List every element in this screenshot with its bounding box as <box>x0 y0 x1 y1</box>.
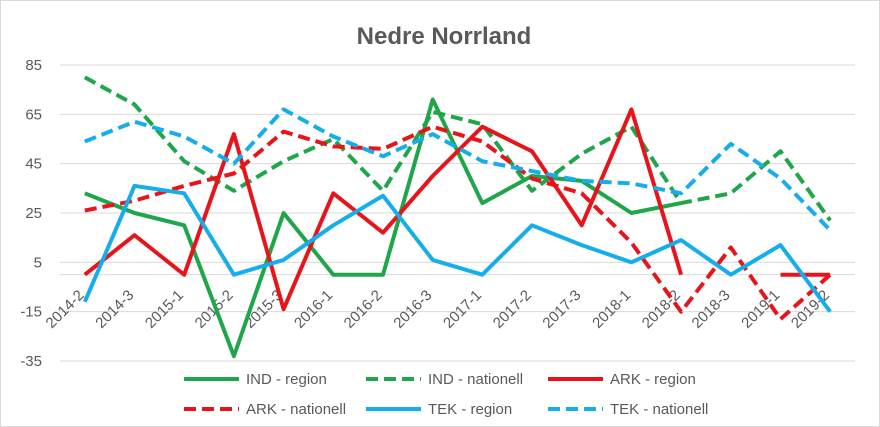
chart-title: Nedre Norrland <box>357 23 532 50</box>
x-tick-label: 2014-2 <box>43 287 88 332</box>
series-line-tek-nationell <box>84 107 832 232</box>
y-tick-label: 25 <box>25 205 42 222</box>
series-line-ark-region <box>83 107 684 312</box>
legend-label: IND - region <box>246 371 327 388</box>
y-axis-ticks: 85 65 45 25 5 -15 -35 <box>20 57 42 370</box>
legend-label: TEK - nationell <box>610 401 708 418</box>
gridlines <box>60 64 855 362</box>
legend-label: ARK - nationell <box>246 401 346 418</box>
series-lines <box>82 75 832 359</box>
legend-label: TEK - region <box>428 401 512 418</box>
series-line-tek-region <box>82 183 832 313</box>
y-tick-label: 65 <box>25 106 42 123</box>
x-tick-label: 2017-2 <box>490 287 535 332</box>
y-tick-label: 5 <box>34 254 42 271</box>
x-axis-ticks: 2014-2 2014-3 2015-1 2015-2 2015-3 2016-1 2016… <box>43 287 833 332</box>
y-tick-label: 45 <box>25 156 42 173</box>
x-tick-label: 2016-3 <box>390 287 435 332</box>
x-tick-label: 2018-1 <box>589 287 634 332</box>
x-tick-label: 2016-2 <box>341 287 386 332</box>
y-tick-label: 85 <box>25 57 42 74</box>
series-line-ind-nationell <box>83 75 832 222</box>
x-tick-label: 2018-3 <box>689 287 734 332</box>
y-tick-label: -15 <box>20 304 42 321</box>
series-line-ark-nationell <box>84 124 832 322</box>
x-tick-label: 2016-1 <box>291 287 336 332</box>
legend-label: IND - nationell <box>428 371 523 388</box>
x-tick-label: 2015-1 <box>142 287 187 332</box>
x-tick-label: 2017-1 <box>440 287 485 332</box>
legend: IND - region IND - nationell ARK - region A… <box>184 371 708 418</box>
x-tick-label: 2017-3 <box>539 287 584 332</box>
y-tick-label: -35 <box>20 353 42 370</box>
legend-label: ARK - region <box>610 371 696 388</box>
x-tick-label: 2014-3 <box>92 287 137 332</box>
